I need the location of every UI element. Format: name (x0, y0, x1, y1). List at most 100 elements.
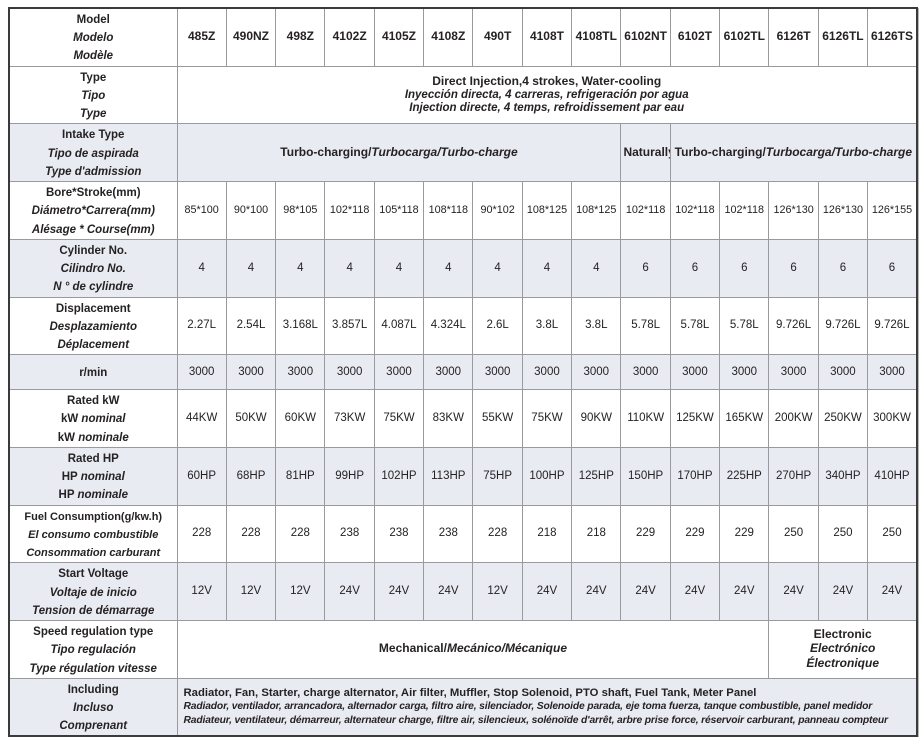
cell-text: 3.8L (535, 319, 559, 332)
row-header-type: Type Tipo Type (8, 65, 178, 125)
cell-text: 75KW (383, 411, 415, 424)
cell-text: 3000 (287, 365, 314, 378)
row-header-text: nominal (80, 471, 125, 484)
cell-text: 55KW (481, 411, 514, 424)
cell-text: 44KW (186, 411, 218, 424)
rated-hp-value-cell: 81HP (275, 446, 326, 506)
fuel-consumption-value-cell: 228 (176, 504, 227, 564)
cell-line: 4108T (525, 29, 569, 44)
fuel-consumption-value-cell: 229 (620, 504, 671, 564)
cell-line: 44KW (180, 412, 224, 425)
cell-text: 3.857L (332, 319, 368, 332)
rated-hp-value-cell: 102HP (373, 446, 425, 506)
cell-line: 3000 (722, 366, 766, 379)
row-header-text: Type (80, 71, 107, 84)
cell-line: 9.726L (821, 319, 865, 332)
displacement-value-cell: 5.78L (669, 296, 721, 356)
cell-line: Naturally (623, 145, 669, 160)
bore-stroke-value-cell: 102*118 (719, 181, 770, 240)
cell-text: Turbo-charging/ (674, 144, 766, 159)
row-header-line: kW nominal (12, 409, 175, 427)
cylinder-no-value-cell: 6 (817, 238, 869, 298)
cell-text: 238 (389, 527, 409, 540)
cell-text: 3000 (682, 365, 708, 378)
cell-text: 90KW (580, 411, 612, 424)
cell-line: 75HP (475, 470, 519, 483)
row-header-text: Type (80, 108, 107, 121)
cell-line: 90KW (574, 412, 618, 425)
cylinder-no-value-cell: 4 (571, 238, 622, 298)
cylinder-no-value-cell: 4 (373, 238, 425, 298)
cell-line: 3000 (673, 366, 717, 379)
cell-line: 60HP (180, 470, 224, 483)
rated-kw-value-cell: 50KW (225, 389, 277, 448)
cell-text: 3000 (632, 365, 659, 378)
cell-text: 228 (290, 527, 310, 540)
cell-line: 270HP (771, 470, 815, 483)
cell-line: 3.857L (327, 319, 371, 332)
cell-line: 3000 (426, 366, 470, 379)
row-header-text: Tipo (81, 89, 106, 102)
rated-kw-value-cell: 165KW (719, 389, 770, 448)
displacement-value-cell: 5.78L (719, 296, 770, 356)
cell-text: 3000 (879, 365, 905, 378)
cell-line: 218 (574, 527, 618, 540)
cell-text: 410HP (874, 469, 910, 482)
cell-text: 85*100 (184, 204, 219, 217)
rated-kw-value-cell: 83KW (423, 389, 474, 448)
cell-text: 102*118 (675, 204, 715, 217)
cell-line: 4108Z (426, 29, 470, 44)
rpm-value-cell: 3000 (373, 354, 425, 391)
model-value-cell: 490NZ (225, 7, 277, 67)
fuel-consumption-value-cell: 228 (472, 504, 523, 564)
displacement-value-cell: 4.324L (423, 296, 474, 356)
cell-line: 24V (722, 585, 766, 598)
cell-text: 83KW (432, 411, 464, 424)
cell-text: 6 (888, 261, 896, 274)
cylinder-no-value-cell: 6 (620, 238, 671, 298)
cell-line: 200KW (771, 412, 815, 425)
cell-line: 3.8L (525, 319, 569, 332)
rated-hp-value-cell: 99HP (324, 446, 375, 506)
cell-line: 150HP (623, 470, 667, 483)
cell-text: 5.78L (729, 319, 759, 332)
rated-kw-value-cell: 44KW (176, 389, 227, 448)
cell-line: 6 (623, 262, 667, 275)
cell-line: 99HP (327, 470, 371, 483)
cell-text: 4108T (529, 29, 564, 44)
cell-text: 4.087L (381, 319, 417, 332)
cell-text: 108*125 (526, 204, 568, 217)
row-header-text: Modelo (73, 32, 114, 45)
row-header-line: Voltaje de inicio (12, 583, 175, 601)
cell-line: 3000 (623, 366, 667, 379)
row-model: Model Modelo Modèle 485Z 490NZ 498Z 4102Z 4105Z… (8, 7, 918, 67)
cell-line: 90*102 (474, 204, 521, 217)
cell-text: 6102TL (723, 29, 765, 44)
cell-text: 3000 (780, 365, 807, 378)
speed-regulation-value-cell: Mechanical/Mecánico/Mécanique (176, 620, 770, 679)
cell-line: 113HP (426, 470, 470, 483)
row-header-cylinder-no: Cylinder No. Cilindro No. N ° de cylindre (8, 238, 178, 298)
cell-line: 2.27L (180, 319, 224, 332)
rated-kw-value-cell: 300KW (867, 389, 918, 448)
bore-stroke-value-cell: 108*125 (521, 181, 573, 240)
cell-text: 9.726L (874, 319, 910, 332)
cell-text: 3000 (534, 365, 560, 378)
row-header-text: Displacement (55, 302, 131, 315)
row-header-text: kW (60, 413, 82, 426)
cell-line: 250 (771, 527, 815, 540)
row-header-text: Cilindro No. (60, 263, 126, 276)
rpm-value-cell: 3000 (571, 354, 622, 391)
cell-line: 81HP (278, 470, 322, 483)
cell-text: 6102NT (624, 29, 667, 44)
fuel-consumption-value-cell: 238 (423, 504, 474, 564)
cell-line: 3000 (870, 366, 914, 379)
cell-line: Direct Injection,4 strokes, Water-coolin… (180, 74, 914, 89)
start-voltage-value-cell: 24V (521, 562, 573, 622)
rated-hp-value-cell: 170HP (669, 446, 721, 506)
cell-text: 4 (543, 261, 551, 274)
cell-text: 9.726L (825, 319, 861, 332)
cell-text: Mecánico/Mécanique (446, 641, 567, 656)
cell-line: 229 (623, 527, 667, 540)
row-header-text: Rated kW (67, 395, 120, 408)
